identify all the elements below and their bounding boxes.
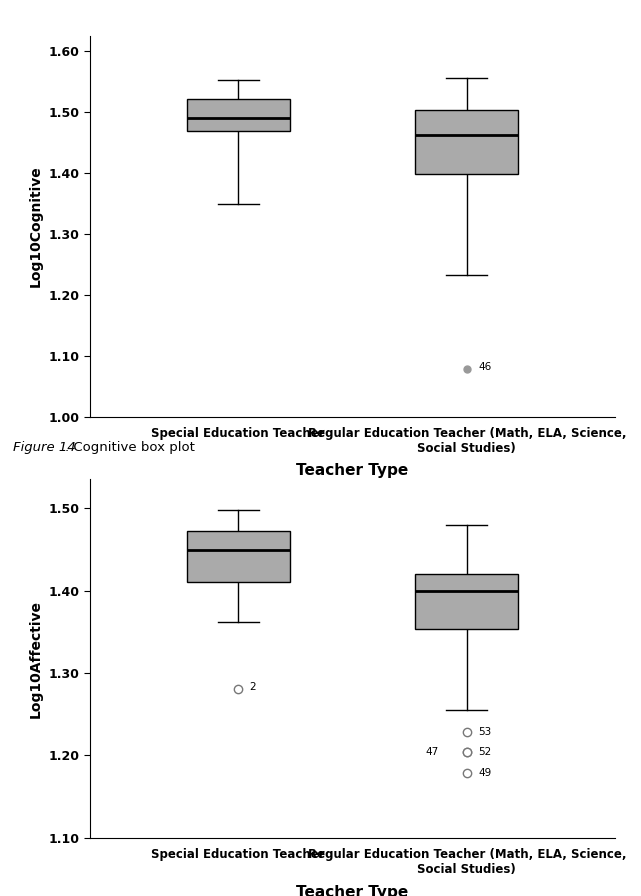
Text: 46: 46 xyxy=(478,362,492,373)
Text: Figure 14: Figure 14 xyxy=(13,441,76,453)
Bar xyxy=(415,574,518,629)
Text: 49: 49 xyxy=(478,769,492,779)
X-axis label: Teacher Type: Teacher Type xyxy=(296,463,409,478)
X-axis label: Teacher Type: Teacher Type xyxy=(296,884,409,896)
Text: . Cognitive box plot: . Cognitive box plot xyxy=(65,441,196,453)
Y-axis label: Log10Affective: Log10Affective xyxy=(29,599,43,718)
Text: 52: 52 xyxy=(478,747,492,757)
Text: 2: 2 xyxy=(250,682,256,692)
Text: 53: 53 xyxy=(478,728,492,737)
Y-axis label: Log10Cognitive: Log10Cognitive xyxy=(29,166,43,287)
Bar xyxy=(187,99,290,131)
Text: 47: 47 xyxy=(426,747,439,757)
Bar xyxy=(187,531,290,582)
Bar xyxy=(415,110,518,174)
